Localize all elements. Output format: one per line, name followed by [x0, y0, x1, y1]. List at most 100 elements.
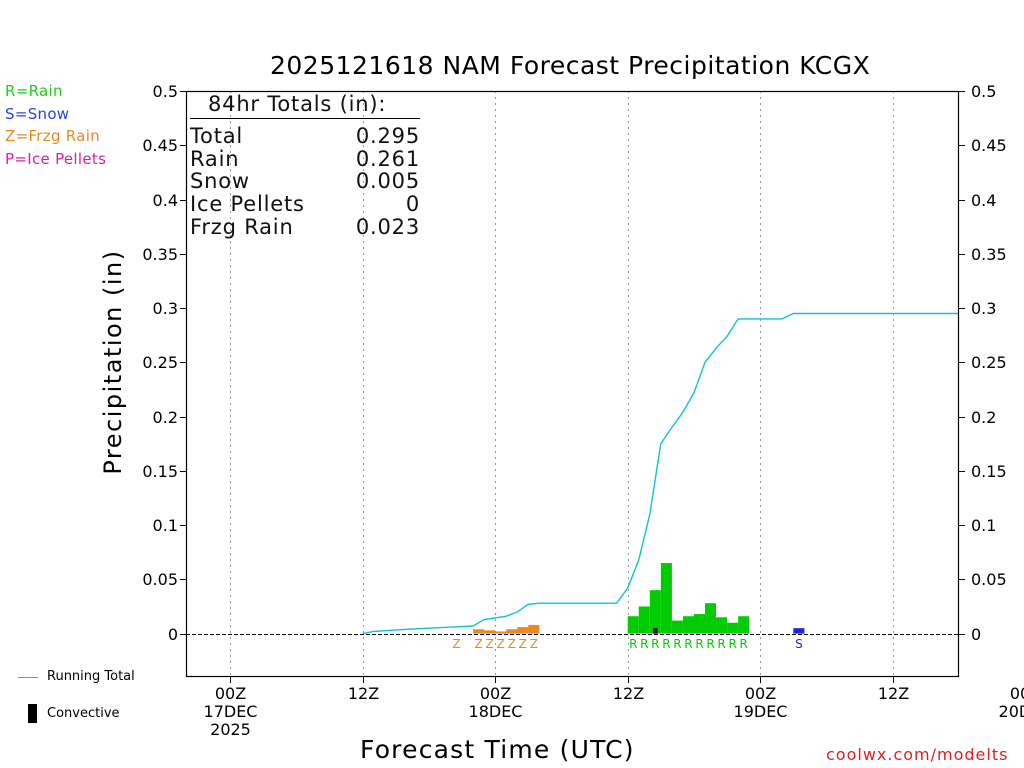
type-legend-item: R=Rain: [5, 82, 63, 100]
totals-header-underline: [190, 118, 420, 119]
rain-bar-8: [716, 617, 728, 634]
totals-row: Total 0.295: [190, 124, 420, 148]
totals-row-value: 0.295: [355, 124, 420, 148]
totals-row: Snow 0.005: [190, 169, 420, 193]
precip-type-letter: Z: [485, 636, 494, 651]
frzg-rain-bar-2: [495, 631, 507, 634]
y-tick-label-left: 0.45: [142, 135, 178, 155]
totals-row: Ice Pellets 0: [190, 192, 420, 216]
precip-type-letter: Z: [529, 636, 538, 651]
y-tick-label-right: 0: [971, 624, 982, 644]
type-legend-item: P=Ice Pellets: [5, 149, 107, 168]
running-total-legend-swatch: [18, 677, 38, 678]
precip-type-letter: R: [728, 636, 737, 651]
rain-bar-6: [693, 614, 706, 634]
x-tick-label: 18DEC: [468, 702, 523, 721]
snow-bar-0: [793, 628, 805, 634]
precip-type-letter: R: [684, 636, 693, 651]
x-tick-label: 17DEC: [203, 702, 258, 721]
x-tick-label: 12Z: [877, 684, 910, 703]
totals-row-value: 0.005: [355, 169, 420, 194]
precip-type-letter: R: [640, 636, 649, 651]
rain-bar-9: [727, 622, 739, 634]
totals-row-value: 0: [405, 192, 420, 217]
y-tick-label-left: 0: [167, 624, 178, 644]
y-tick-label-right: 0.2: [971, 407, 997, 427]
x-tick-label: 00Z: [1009, 684, 1024, 703]
precip-type-letter: R: [695, 636, 704, 651]
totals-row-value: 0.023: [355, 214, 420, 239]
precip-type-letter: Z: [452, 636, 461, 651]
precip-type-letter: R: [739, 636, 748, 651]
y-tick-label-left: 0.05: [142, 569, 178, 589]
y-tick-label-left: 0.35: [142, 244, 178, 264]
totals-row: Rain 0.261: [190, 147, 420, 171]
x-axis-label: Forecast Time (UTC): [360, 735, 635, 764]
type-legend-item: S=Snow: [5, 104, 70, 123]
precip-type-letter: Z: [518, 636, 527, 651]
totals-header: 84hr Totals (in):: [208, 92, 387, 116]
y-tick-label-right: 0.35: [971, 244, 1007, 264]
rain-bar-0: [627, 616, 639, 634]
precip-type-letter: S: [795, 636, 803, 651]
y-tick-label-right: 0.3: [971, 298, 997, 318]
rain-bar-2: [649, 590, 661, 634]
precip-bars: [473, 563, 805, 634]
totals-row: Frzg Rain 0.023: [190, 215, 420, 239]
x-tick-label: 00Z: [744, 684, 777, 703]
type-legend-item: Z=Frzg Rain: [5, 127, 100, 145]
watermark: coolwx.com/modelts: [826, 745, 1009, 764]
precip-type-letter: R: [706, 636, 715, 651]
precip-type-letter: R: [651, 636, 660, 651]
y-tick-label-left: 0.15: [142, 461, 178, 481]
x-tick-label: 2025: [210, 720, 251, 739]
y-tick-label-right: 0.15: [971, 461, 1007, 481]
y-tick-label-left: 0.2: [152, 407, 178, 427]
precip-type-letter: Z: [496, 636, 505, 651]
plot-frame: [180, 90, 965, 683]
rain-bar-1: [638, 606, 650, 634]
x-tick-label: 12Z: [612, 684, 645, 703]
y-tick-label-left: 0.25: [142, 352, 178, 372]
totals-row-label: Snow: [190, 169, 250, 194]
running-total-line: [362, 312, 959, 635]
vertical-gridlines: [230, 91, 894, 677]
rain-bar-7: [705, 603, 717, 634]
rain-bar-4: [671, 620, 683, 634]
rain-bar-3: [660, 563, 672, 634]
y-tick-label-left: 0.3: [152, 298, 178, 318]
running-total-legend-label: Running Total: [47, 669, 135, 684]
x-tick-label: 20DEC: [998, 702, 1024, 721]
y-tick-label-right: 0.05: [971, 569, 1007, 589]
y-tick-label-left: 0.1: [152, 515, 178, 535]
totals-row-label: Rain: [190, 146, 240, 171]
frzg-rain-bar-3: [506, 629, 518, 634]
totals-row-label: Frzg Rain: [190, 214, 294, 239]
totals-row-label: Ice Pellets: [190, 192, 305, 217]
y-tick-label-left: 0.5: [152, 81, 178, 101]
chart-title: 2025121618 NAM Forecast Precipitation KC…: [270, 51, 871, 80]
y-tick-label-right: 0.25: [971, 352, 1007, 372]
x-tick-label: 00Z: [479, 684, 512, 703]
y-tick-label-right: 0.1: [971, 515, 997, 535]
convective-legend-swatch: [28, 704, 37, 723]
frzg-rain-bar-0: [473, 629, 485, 634]
y-tick-label-right: 0.4: [971, 190, 997, 210]
running-total-polyline: [362, 312, 959, 635]
rain-bar-5: [682, 616, 694, 634]
precip-type-letter: Z: [474, 636, 483, 651]
rain-bar-10: [738, 616, 750, 634]
y-axis-label: Precipitation (in): [99, 249, 127, 475]
frzg-rain-bar-4: [517, 627, 529, 634]
x-tick-label: 19DEC: [733, 702, 788, 721]
precip-type-letter: Z: [507, 636, 516, 651]
totals-row-label: Total: [190, 124, 244, 148]
precip-type-letter: R: [717, 636, 726, 651]
convective-bar-0: [653, 628, 658, 634]
x-tick-label: 12Z: [347, 684, 380, 703]
frzg-rain-bar-5: [528, 624, 540, 634]
totals-row-value: 0.261: [355, 146, 420, 171]
precip-type-letter: R: [662, 636, 671, 651]
convective-legend-label: Convective: [47, 706, 120, 721]
